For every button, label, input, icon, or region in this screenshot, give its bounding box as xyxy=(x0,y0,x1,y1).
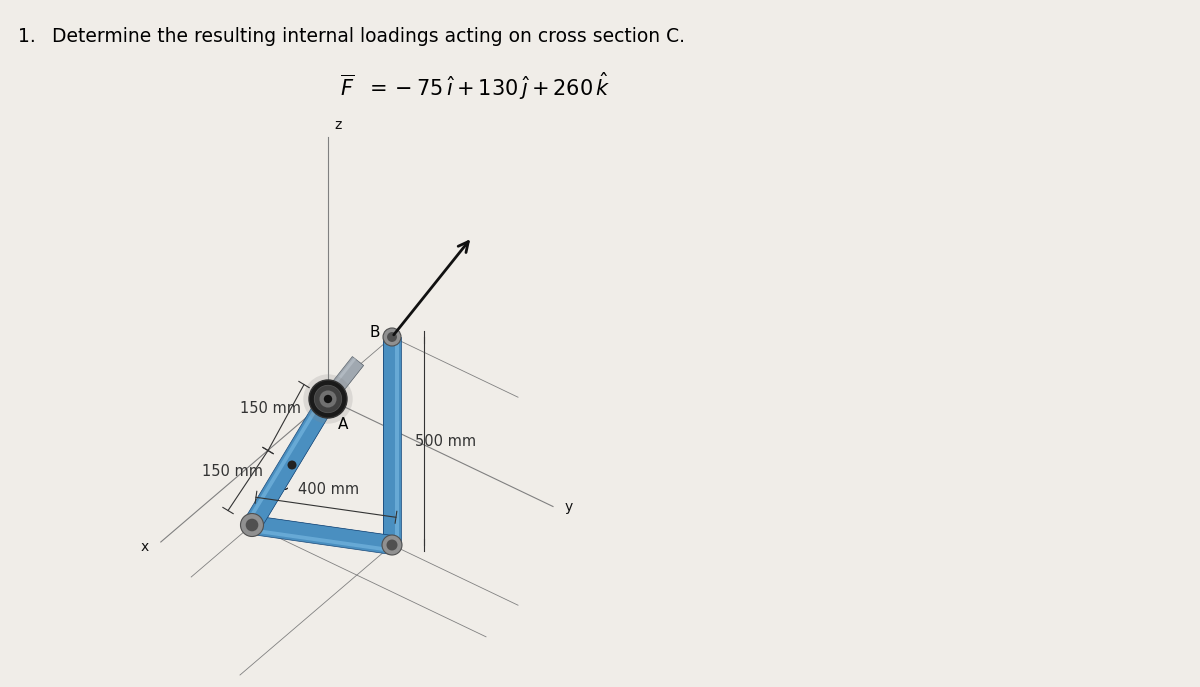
Polygon shape xyxy=(383,337,390,545)
Circle shape xyxy=(324,395,332,403)
Text: y: y xyxy=(565,499,574,513)
Circle shape xyxy=(382,535,402,555)
Polygon shape xyxy=(395,337,398,545)
Text: x: x xyxy=(140,540,149,554)
Text: 150 mm: 150 mm xyxy=(240,401,301,416)
Circle shape xyxy=(314,385,342,413)
Text: 1.: 1. xyxy=(18,27,36,46)
Circle shape xyxy=(246,519,258,531)
Circle shape xyxy=(383,328,401,346)
Text: C: C xyxy=(277,477,287,493)
Polygon shape xyxy=(246,395,325,523)
Circle shape xyxy=(388,332,397,342)
Text: 500 mm: 500 mm xyxy=(415,433,476,449)
Polygon shape xyxy=(252,516,394,543)
Text: Determine the resulting internal loadings acting on cross section C.: Determine the resulting internal loading… xyxy=(52,27,685,46)
Text: $\overline{F}$  $= -75\,\hat{\imath} + 130\,\hat{\jmath} + 260\,\hat{k}$: $\overline{F}$ $= -75\,\hat{\imath} + 13… xyxy=(340,70,611,102)
Text: 150 mm: 150 mm xyxy=(202,464,263,479)
Circle shape xyxy=(386,539,397,550)
Polygon shape xyxy=(323,357,364,403)
Circle shape xyxy=(319,390,336,407)
Polygon shape xyxy=(244,394,336,530)
Text: z: z xyxy=(334,118,341,132)
Circle shape xyxy=(240,513,264,537)
Polygon shape xyxy=(253,400,336,530)
Circle shape xyxy=(308,380,347,418)
Polygon shape xyxy=(251,528,391,552)
Polygon shape xyxy=(251,516,394,554)
Circle shape xyxy=(304,374,353,424)
Text: A: A xyxy=(338,416,348,431)
Polygon shape xyxy=(329,362,364,403)
Text: 400 mm: 400 mm xyxy=(298,482,359,497)
Polygon shape xyxy=(383,337,401,545)
Text: B: B xyxy=(370,324,380,339)
Circle shape xyxy=(288,460,296,469)
Polygon shape xyxy=(324,358,356,398)
